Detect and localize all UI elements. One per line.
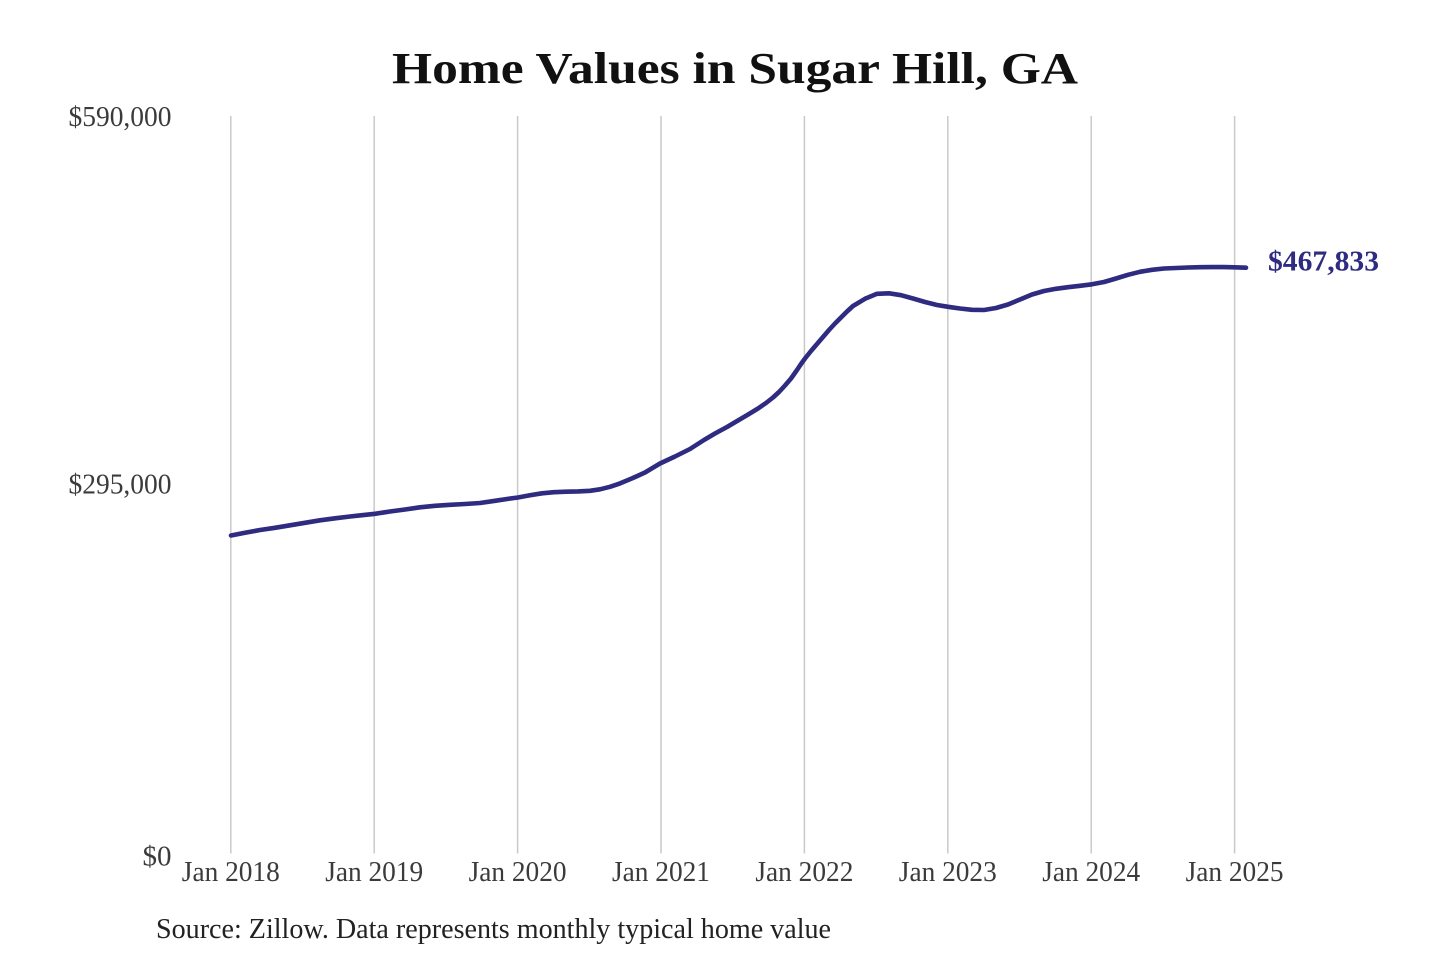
svg-text:Jan 2021: Jan 2021 — [612, 856, 710, 888]
svg-text:Source: Zillow. Data represent: Source: Zillow. Data represents monthly … — [156, 913, 831, 945]
svg-text:Jan 2024: Jan 2024 — [1042, 856, 1140, 888]
svg-text:$467,833: $467,833 — [1268, 246, 1379, 278]
svg-text:Jan 2018: Jan 2018 — [182, 856, 280, 888]
svg-text:Home Values in Sugar Hill, GA: Home Values in Sugar Hill, GA — [392, 44, 1078, 93]
svg-text:Jan 2022: Jan 2022 — [755, 856, 853, 888]
svg-text:Jan 2025: Jan 2025 — [1186, 856, 1284, 888]
svg-text:$295,000: $295,000 — [69, 469, 172, 501]
svg-text:Jan 2020: Jan 2020 — [469, 856, 567, 888]
svg-text:$0: $0 — [143, 841, 172, 873]
svg-text:Jan 2019: Jan 2019 — [325, 856, 423, 888]
svg-text:$590,000: $590,000 — [69, 101, 172, 133]
svg-text:Jan 2023: Jan 2023 — [899, 856, 997, 888]
